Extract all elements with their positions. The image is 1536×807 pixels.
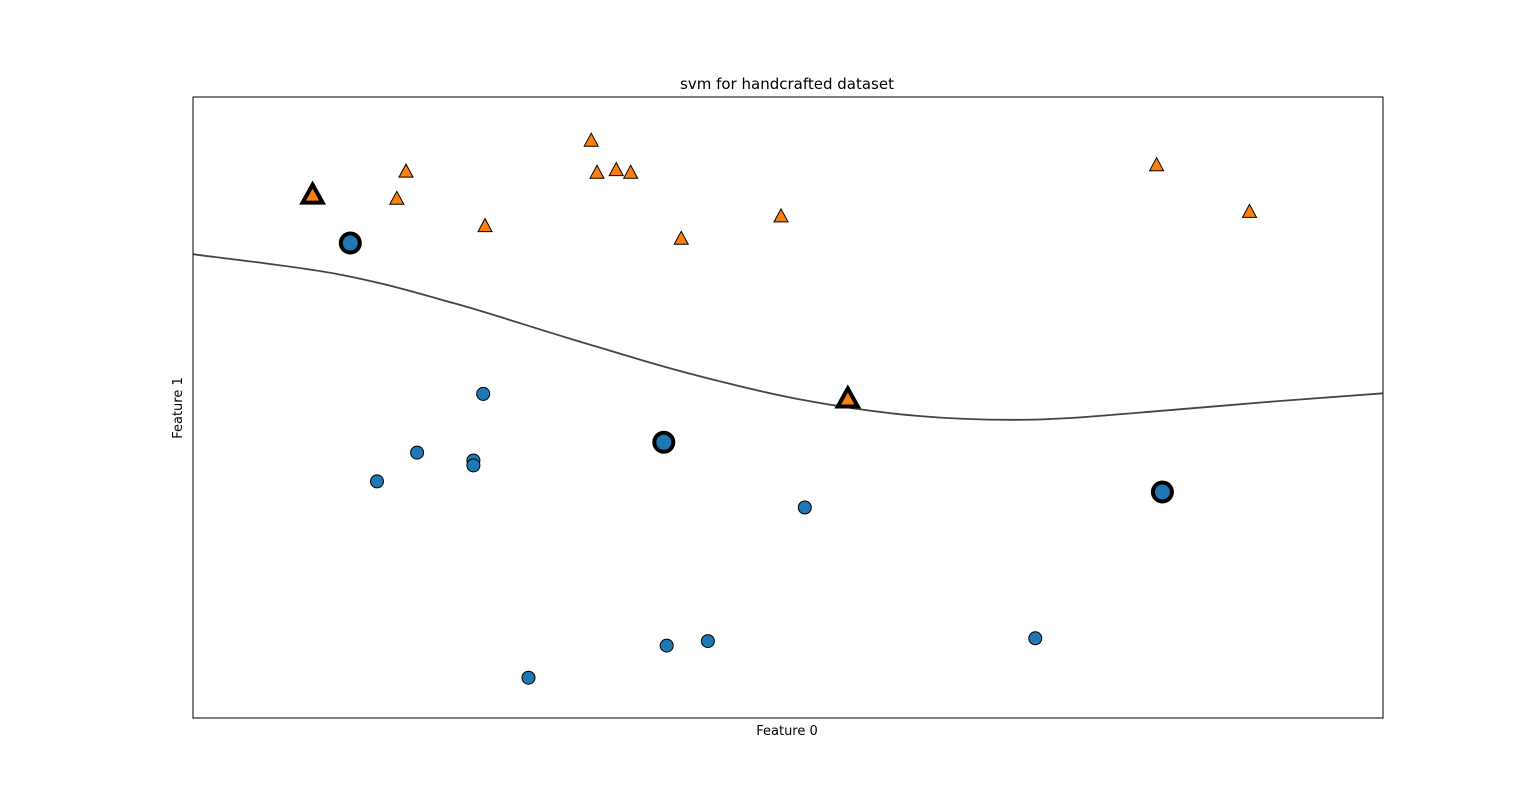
chart-title: svm for handcrafted dataset <box>680 75 894 93</box>
class-1-point-11 <box>1148 156 1165 172</box>
class-0-point-9 <box>659 638 674 653</box>
decision-boundary-line <box>193 253 1383 421</box>
y-axis-label: Feature 1 <box>171 377 186 439</box>
class-0-point-3 <box>410 445 425 460</box>
decision-boundary-layer <box>193 253 1383 421</box>
plot-area <box>193 132 1383 685</box>
class-1-point-5 <box>589 164 605 179</box>
class-1-point-9 <box>773 207 789 223</box>
class-1-point-4 <box>583 132 600 147</box>
x-axis-label: Feature 0 <box>756 724 818 739</box>
class-0-point-2 <box>370 474 384 489</box>
class-1-point-2 <box>398 163 414 178</box>
class-1-point-3 <box>477 217 493 233</box>
class-1-point-6 <box>608 161 625 177</box>
class-1-point-8 <box>673 230 690 245</box>
axes-frame <box>192 96 1384 719</box>
class-0-point-8 <box>521 670 536 685</box>
class-1-point-12 <box>1241 203 1258 218</box>
support-vector-class-0-point-6 <box>652 430 676 454</box>
class-0-point-5 <box>466 458 481 473</box>
class-0-point-7 <box>797 500 812 515</box>
data-points-layer <box>299 132 1258 685</box>
class-0-point-10 <box>700 634 715 649</box>
support-vector-class-0-point-12 <box>1150 480 1174 504</box>
class-0-point-1 <box>476 386 491 401</box>
support-vector-class-1-point-0 <box>299 180 326 205</box>
support-vector-class-1-point-10 <box>834 384 862 409</box>
class-0-point-11 <box>1028 631 1043 646</box>
support-vector-class-0-point-0 <box>338 231 362 255</box>
class-1-point-7 <box>622 164 639 179</box>
class-1-point-1 <box>388 190 405 205</box>
